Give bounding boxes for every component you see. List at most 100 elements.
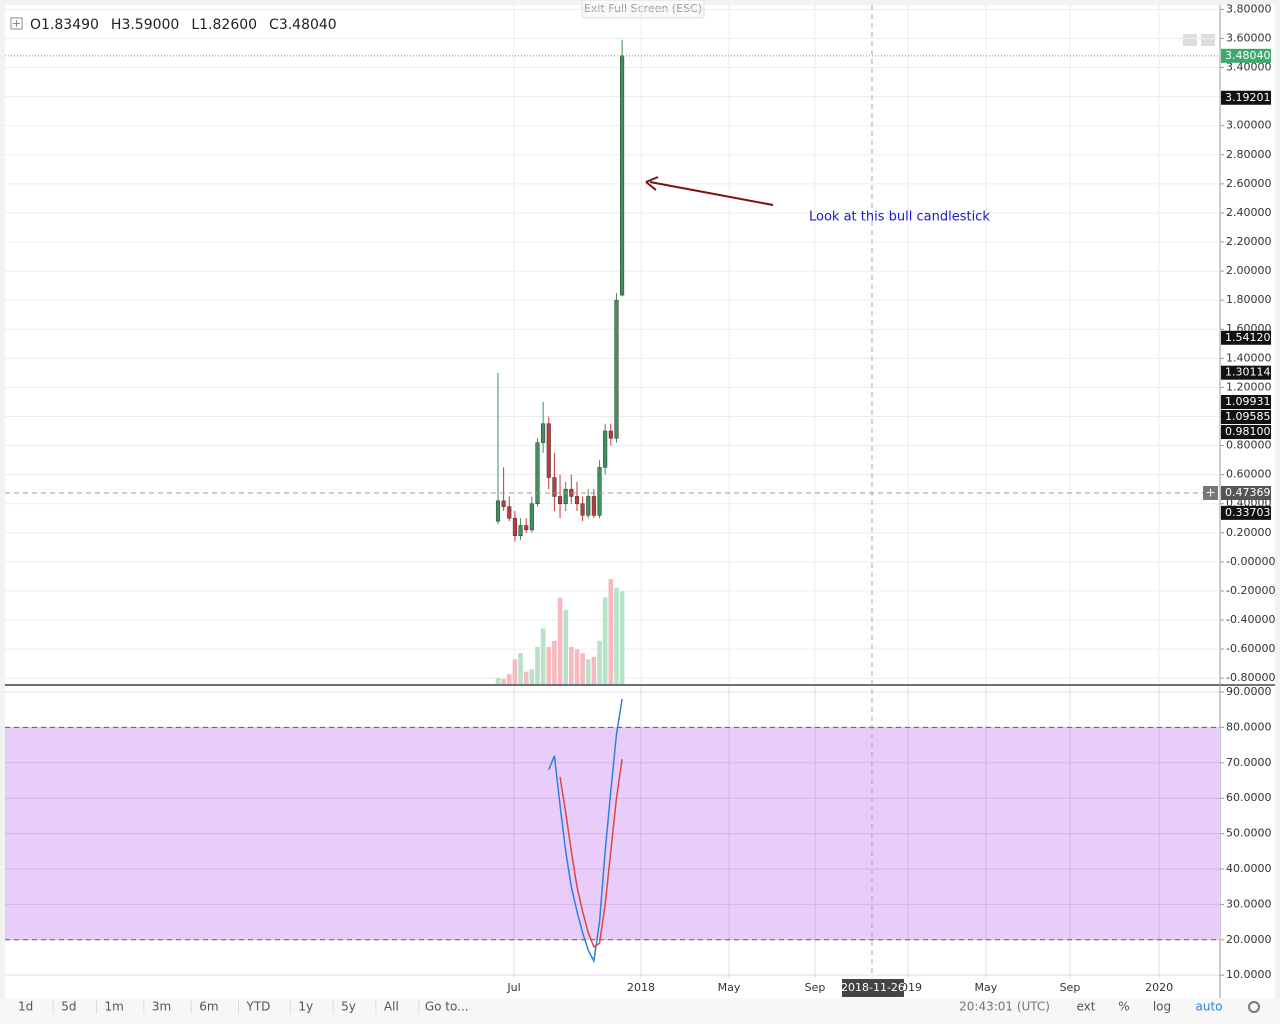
candle-body xyxy=(580,503,585,516)
y-tick-label: 1.20000 xyxy=(1226,380,1272,393)
price-label-box xyxy=(1221,90,1271,105)
ohlc-value: L1.82600 xyxy=(191,17,257,33)
stoch-line xyxy=(559,759,623,948)
y-tick-label: 0.60000 xyxy=(1226,468,1272,481)
price-label: 0.98100 xyxy=(1225,425,1271,438)
price-label: 1.54120 xyxy=(1225,331,1271,344)
price-label-box xyxy=(1221,395,1271,410)
candle-body xyxy=(563,488,568,504)
scale-option[interactable]: auto xyxy=(1195,1000,1222,1014)
candle-body xyxy=(608,430,613,439)
price-label: 0.33703 xyxy=(1225,506,1271,519)
range-button[interactable]: 5d xyxy=(61,1000,76,1014)
annotation-text: Look at this bull candlestick xyxy=(809,210,990,225)
settings-icon[interactable] xyxy=(1248,1001,1260,1013)
candle-body xyxy=(603,430,608,468)
time-axis xyxy=(5,978,1275,998)
scale-icon[interactable] xyxy=(1201,34,1215,46)
range-button[interactable]: 6m xyxy=(199,1000,218,1014)
price-label-box xyxy=(1221,330,1271,345)
y-tick-label: 20.0000 xyxy=(1226,933,1272,946)
range-button[interactable]: YTD xyxy=(246,1000,271,1014)
scale-option[interactable]: ext xyxy=(1077,1000,1096,1014)
volume-bar xyxy=(512,659,518,684)
price-pane xyxy=(5,5,1220,684)
volume-bar xyxy=(580,653,585,684)
candle-body xyxy=(524,525,529,531)
volume-bar xyxy=(540,628,546,684)
y-tick-label: 3.00000 xyxy=(1226,119,1272,132)
volume-bar xyxy=(563,609,568,684)
ohlc-value: C3.48040 xyxy=(269,17,337,33)
y-tick-label: 30.0000 xyxy=(1226,897,1272,910)
volume-bar xyxy=(602,597,608,684)
range-button[interactable]: All xyxy=(384,1000,399,1014)
x-tick-label: Sep xyxy=(805,981,826,994)
y-tick-label: 90.0000 xyxy=(1226,685,1272,698)
candle-body xyxy=(557,496,563,504)
candle-body xyxy=(574,496,580,504)
candle-body xyxy=(597,467,602,516)
scale-option[interactable]: log xyxy=(1153,1000,1171,1014)
y-tick-label: 80.0000 xyxy=(1226,720,1272,733)
scale-option[interactable]: % xyxy=(1118,1000,1129,1014)
volume-bar xyxy=(506,674,512,684)
range-button[interactable]: 3m xyxy=(152,1000,171,1014)
candle-body xyxy=(586,496,591,516)
crosshair-x-label: 2018-11-26 xyxy=(841,981,905,994)
volume-bar xyxy=(529,669,535,684)
goto-button[interactable]: Go to... xyxy=(425,1000,469,1014)
y-tick-label: -0.40000 xyxy=(1226,613,1275,626)
y-tick-label: 2.00000 xyxy=(1226,264,1272,277)
volume-bar xyxy=(619,591,625,684)
candle-body xyxy=(518,525,523,536)
candle-body xyxy=(591,496,596,516)
x-tick-label: Jul xyxy=(506,981,520,994)
volume-bar xyxy=(557,597,563,684)
volume-bar xyxy=(518,653,523,684)
candle-body xyxy=(535,442,540,504)
price-label-box xyxy=(1221,48,1271,63)
y-tick-label: -0.20000 xyxy=(1226,584,1275,597)
y-tick-label: 2.60000 xyxy=(1226,177,1272,190)
y-tick-label: 0.20000 xyxy=(1226,526,1272,539)
x-tick-label: 2018 xyxy=(627,981,655,994)
exit-fullscreen-label: Exit Full Screen (ESC) xyxy=(584,2,702,15)
volume-bar xyxy=(597,640,602,684)
y-tick-label: -0.60000 xyxy=(1226,642,1275,655)
volume-bar xyxy=(574,649,580,684)
range-button[interactable]: 1y xyxy=(298,1000,313,1014)
range-button[interactable]: 5y xyxy=(341,1000,356,1014)
price-label: 1.09931 xyxy=(1225,395,1271,408)
y-tick-label: 1.40000 xyxy=(1226,351,1272,364)
x-tick-label: Sep xyxy=(1060,981,1081,994)
scale-icon[interactable] xyxy=(1183,34,1197,46)
volume-bar xyxy=(501,679,506,684)
crosshair-add-button[interactable] xyxy=(1203,485,1218,500)
range-button[interactable]: 1m xyxy=(105,1000,124,1014)
price-label-box xyxy=(1221,425,1271,440)
candle-body xyxy=(552,477,557,497)
volume-bar xyxy=(535,646,540,684)
price-label: 3.48040 xyxy=(1225,49,1271,62)
stoch-line xyxy=(548,698,623,964)
candle-body xyxy=(541,423,546,443)
candle-body xyxy=(501,500,506,507)
range-button[interactable]: 1d xyxy=(18,1000,33,1014)
collapse-icon[interactable] xyxy=(10,17,23,30)
volume-bar xyxy=(591,656,597,684)
volume-bar xyxy=(552,640,557,684)
volume-bar xyxy=(585,659,591,684)
crosshair-x-box xyxy=(841,979,904,997)
volume-bar xyxy=(523,671,529,684)
y-tick-label: 40.0000 xyxy=(1226,862,1272,875)
candle-body xyxy=(614,299,619,439)
price-label: 3.19201 xyxy=(1225,91,1271,104)
toolbar xyxy=(0,998,1280,1024)
y-tick-label: 3.60000 xyxy=(1226,31,1272,44)
clock: 20:43:01 (UTC) xyxy=(959,1000,1050,1014)
y-tick-label: -0.00000 xyxy=(1226,555,1275,568)
volume-bar xyxy=(569,646,574,684)
y-tick-label: -0.80000 xyxy=(1226,671,1275,684)
